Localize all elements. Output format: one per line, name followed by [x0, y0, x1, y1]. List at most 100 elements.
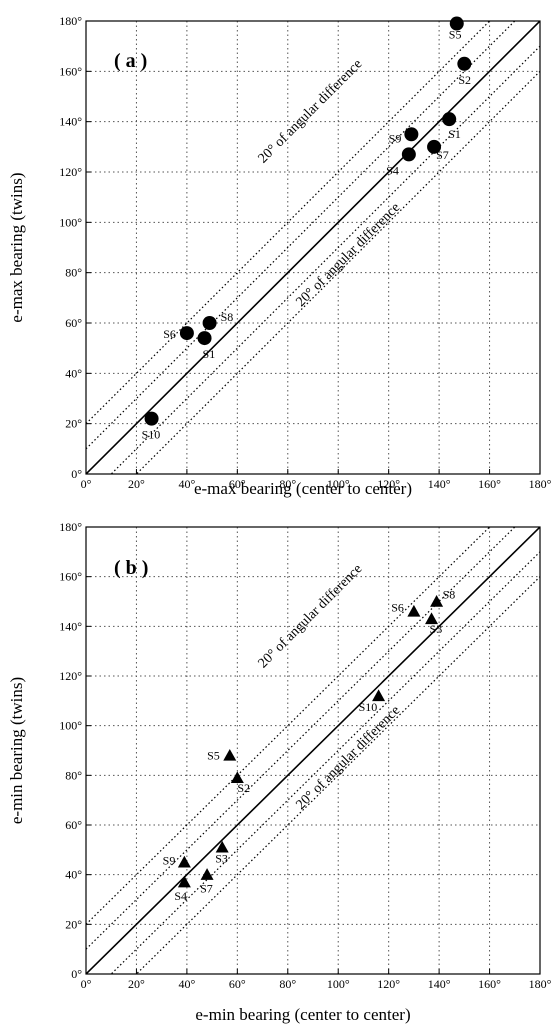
- point-label: S7: [436, 148, 449, 162]
- x-tick-label: 60°: [229, 977, 246, 991]
- y-tick-label: 160°: [59, 570, 82, 584]
- point-label: S6: [163, 327, 176, 341]
- x-tick-label: 0°: [81, 977, 92, 991]
- data-point: [197, 331, 212, 346]
- band-line-offset: [135, 70, 540, 474]
- data-point: [179, 326, 194, 341]
- data-point: [449, 16, 464, 31]
- x-tick-label: 100°: [327, 477, 350, 491]
- identity-line: [86, 527, 540, 974]
- band-line-offset: [86, 527, 491, 925]
- plot-frame: [85, 20, 541, 475]
- point-label: S3: [215, 851, 228, 865]
- point-label: S2: [458, 73, 471, 87]
- y-tick-label: 120°: [59, 165, 82, 179]
- x-tick-label: 40°: [178, 977, 195, 991]
- data-point: [407, 604, 421, 617]
- point-label: S9: [389, 131, 402, 145]
- x-tick-label: 20°: [128, 477, 145, 491]
- point-label: S10: [359, 700, 378, 714]
- y-axis-title: e-max bearing (twins): [7, 172, 26, 322]
- plot-frame: [85, 526, 541, 975]
- data-point: [457, 56, 472, 71]
- x-tick-label: 140°: [428, 477, 451, 491]
- y-tick-label: 180°: [59, 14, 82, 28]
- x-tick-label: 80°: [279, 977, 296, 991]
- identity-line: [86, 21, 540, 474]
- reference-lines: [86, 21, 540, 474]
- band-line-offset: [86, 21, 491, 425]
- y-tick-label: 140°: [59, 115, 82, 129]
- y-tick-label: 20°: [65, 417, 82, 431]
- x-tick-label: 180°: [529, 477, 552, 491]
- panel-label: ( b ): [114, 557, 148, 579]
- y-tick-label: 160°: [59, 64, 82, 78]
- x-tick-label: 180°: [529, 977, 552, 991]
- data-point: [177, 875, 191, 888]
- y-tick-label: 0°: [71, 967, 82, 981]
- x-tick-label: 20°: [128, 977, 145, 991]
- band-label-upper: 20° of angular difference: [256, 57, 366, 167]
- y-tick-label: 140°: [59, 619, 82, 633]
- point-label: S8: [221, 310, 234, 324]
- point-label: S4: [386, 163, 399, 177]
- data-point: [401, 147, 416, 162]
- x-tick-label: 0°: [81, 477, 92, 491]
- data-point: [230, 771, 244, 784]
- y-tick-label: 60°: [65, 316, 82, 330]
- y-tick-label: 60°: [65, 818, 82, 832]
- panel-a: 0°0° 20° 20° 40° 40° 60° 60° 80° 80° 100° 100° 120°…: [7, 14, 552, 498]
- data-point: [372, 689, 386, 702]
- data-point: [404, 127, 419, 142]
- y-tick-label: 180°: [59, 520, 82, 534]
- band-label-lower: 20° of angular difference: [293, 200, 403, 310]
- point-label: S7: [200, 882, 213, 896]
- x-tick-label: 100°: [327, 977, 350, 991]
- data-point: [177, 855, 191, 868]
- point-label: S9: [163, 853, 176, 867]
- x-tick-label: 160°: [478, 977, 501, 991]
- band-line-offset: [86, 21, 516, 450]
- x-axis-title: e-min bearing (center to center): [195, 1005, 410, 1024]
- point-label: S1: [448, 127, 461, 141]
- y-tick-label: 0°: [71, 467, 82, 481]
- point-label: S8: [443, 588, 456, 602]
- y-tick-label: 120°: [59, 669, 82, 683]
- point-label: S2: [237, 781, 250, 795]
- band-line-offset: [110, 45, 540, 474]
- point-label: S4: [174, 889, 187, 903]
- y-tick-label: 40°: [65, 868, 82, 882]
- x-tick-label: 120°: [377, 977, 400, 991]
- x-tick-label: 80°: [279, 477, 296, 491]
- band-label-lower: 20° of angular difference: [293, 703, 403, 813]
- point-label: S1: [203, 347, 216, 361]
- point-label: S5: [207, 748, 220, 762]
- y-tick-label: 100°: [59, 719, 82, 733]
- panel-b: 0°0° 20° 20° 40° 40° 60° 60° 80° 80° 100° 100° 120°…: [7, 520, 552, 1024]
- x-tick-label: 60°: [229, 477, 246, 491]
- x-tick-label: 160°: [478, 477, 501, 491]
- data-point: [215, 840, 229, 853]
- panel-label: ( a ): [114, 50, 147, 72]
- y-tick-label: 40°: [65, 366, 82, 380]
- reference-lines: [86, 527, 540, 974]
- y-tick-label: 80°: [65, 768, 82, 782]
- data-point: [425, 612, 439, 625]
- point-label: S5: [449, 28, 462, 42]
- data-point: [427, 139, 442, 154]
- y-axis-title: e-min bearing (twins): [7, 677, 26, 824]
- point-label: S10: [142, 428, 161, 442]
- data-point: [144, 411, 159, 426]
- point-label: S3: [430, 622, 443, 636]
- data-point: [200, 868, 214, 880]
- data-point: [430, 595, 444, 607]
- y-tick-label: 100°: [59, 215, 82, 229]
- x-tick-label: 140°: [428, 977, 451, 991]
- x-axis-title: e-max bearing (center to center): [194, 479, 412, 498]
- data-point: [223, 748, 237, 761]
- point-label: S6: [391, 600, 404, 614]
- data-point: [442, 112, 457, 127]
- data-point: [202, 316, 217, 330]
- y-tick-label: 80°: [65, 266, 82, 280]
